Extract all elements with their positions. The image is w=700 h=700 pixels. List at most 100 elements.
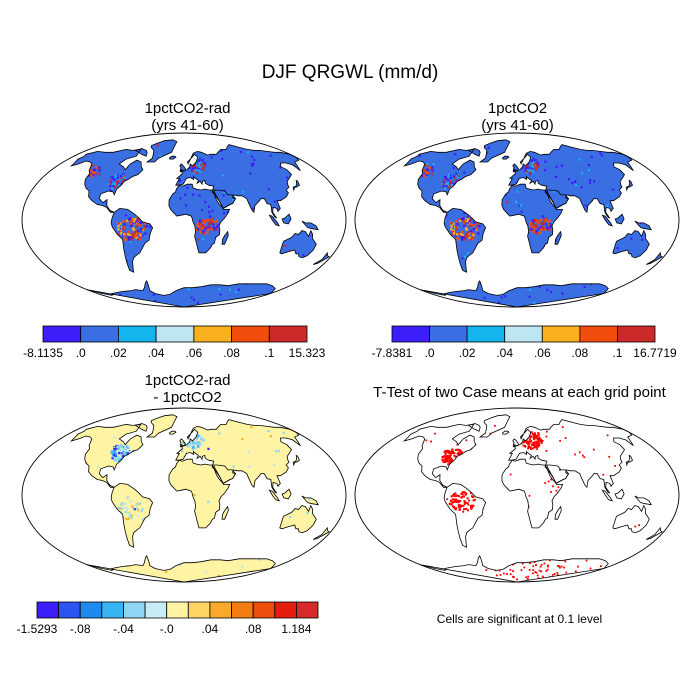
grid-cell xyxy=(454,153,457,156)
grid-cell xyxy=(531,219,535,222)
grid-cell xyxy=(489,432,492,435)
grid-cell xyxy=(315,429,318,432)
grid-cell xyxy=(546,263,549,267)
grid-cell xyxy=(606,434,609,437)
grid-cell xyxy=(193,433,197,436)
grid-cell xyxy=(448,460,451,462)
colorbar-box xyxy=(466,325,506,343)
grid-cell xyxy=(223,229,226,232)
colorbar-box xyxy=(231,325,270,343)
grid-cell xyxy=(536,165,539,168)
grid-cell xyxy=(373,309,375,310)
grid-cell xyxy=(454,174,457,177)
grid-cell xyxy=(21,247,23,249)
grid-cell xyxy=(126,452,130,455)
grid-cell xyxy=(251,164,254,167)
grid-cell xyxy=(480,168,483,171)
coastline-borneo xyxy=(281,213,292,225)
grid-cell xyxy=(528,442,531,445)
grid-cell xyxy=(415,166,418,169)
grid-cell xyxy=(60,255,62,257)
grid-cell xyxy=(439,574,442,577)
colorbar-tick-label: -1.5293 xyxy=(17,622,58,636)
grid-cell xyxy=(33,194,35,196)
grid-cell xyxy=(129,241,132,244)
grid-cell xyxy=(599,152,602,155)
grid-cell xyxy=(134,231,137,234)
grid-cell xyxy=(529,441,532,444)
grid-cell xyxy=(106,222,109,226)
coastline-uk xyxy=(179,438,186,448)
map-border xyxy=(21,132,347,308)
grid-cell xyxy=(192,158,195,162)
grid-cell xyxy=(567,178,571,181)
grid-cell xyxy=(129,456,132,459)
grid-cell xyxy=(158,238,161,241)
grid-cell xyxy=(348,144,349,146)
grid-cell xyxy=(578,491,581,494)
grid-cell xyxy=(202,230,205,233)
grid-cell xyxy=(547,553,550,556)
grid-cell xyxy=(664,150,666,152)
grid-cell xyxy=(395,482,397,484)
grid-cell xyxy=(205,571,208,574)
grid-cell xyxy=(274,135,276,137)
grid-cell xyxy=(539,219,542,222)
grid-cell xyxy=(526,246,530,249)
grid-cell xyxy=(19,138,21,140)
grid-cell xyxy=(577,553,580,556)
grid-cell xyxy=(289,302,292,305)
grid-cell xyxy=(535,444,538,446)
grid-cell xyxy=(447,175,450,179)
grid-cell xyxy=(34,309,36,310)
data-cells xyxy=(19,135,349,310)
grid-cell xyxy=(122,453,125,456)
grid-cell xyxy=(461,238,464,241)
grid-cell xyxy=(638,524,640,527)
grid-cell xyxy=(507,554,510,557)
grid-cell xyxy=(452,501,455,503)
grid-cell xyxy=(111,304,115,307)
map-border xyxy=(354,407,680,583)
grid-cell xyxy=(441,458,444,461)
grid-cell xyxy=(474,262,477,265)
grid-cell xyxy=(557,486,560,489)
grid-cell xyxy=(386,225,388,227)
grid-cell xyxy=(33,141,35,143)
grid-cell xyxy=(106,274,109,277)
grid-cell xyxy=(47,246,49,248)
grid-cell xyxy=(109,185,112,188)
grid-cell xyxy=(117,506,120,510)
grid-cell xyxy=(415,566,418,569)
grid-cell xyxy=(538,569,541,572)
grid-cell xyxy=(543,562,546,565)
grid-cell xyxy=(130,219,134,222)
grid-cell xyxy=(208,215,212,218)
grid-cell xyxy=(679,571,681,573)
grid-cell xyxy=(84,137,86,139)
grid-cell xyxy=(536,574,539,577)
grid-cell xyxy=(39,284,41,286)
grid-cell xyxy=(445,178,448,181)
grid-cell xyxy=(286,176,289,179)
grid-cell xyxy=(126,233,130,236)
grid-cell xyxy=(130,181,133,184)
grid-cell xyxy=(459,505,462,508)
grid-cell xyxy=(326,264,329,267)
grid-cell xyxy=(515,200,518,204)
grid-cell xyxy=(553,573,556,575)
grid-cell xyxy=(114,454,117,458)
grid-cell xyxy=(469,280,472,283)
grid-cell xyxy=(132,232,135,235)
grid-cell xyxy=(413,310,415,311)
grid-cell xyxy=(461,234,464,237)
coastline-indonesia xyxy=(268,489,281,502)
grid-cell xyxy=(449,454,452,457)
grid-cell xyxy=(206,231,209,234)
grid-cell xyxy=(22,277,24,279)
grid-cell xyxy=(185,163,188,166)
grid-cell xyxy=(90,175,93,178)
grid-cell xyxy=(399,526,401,528)
grid-cell xyxy=(522,231,525,234)
grid-cell xyxy=(493,566,496,568)
